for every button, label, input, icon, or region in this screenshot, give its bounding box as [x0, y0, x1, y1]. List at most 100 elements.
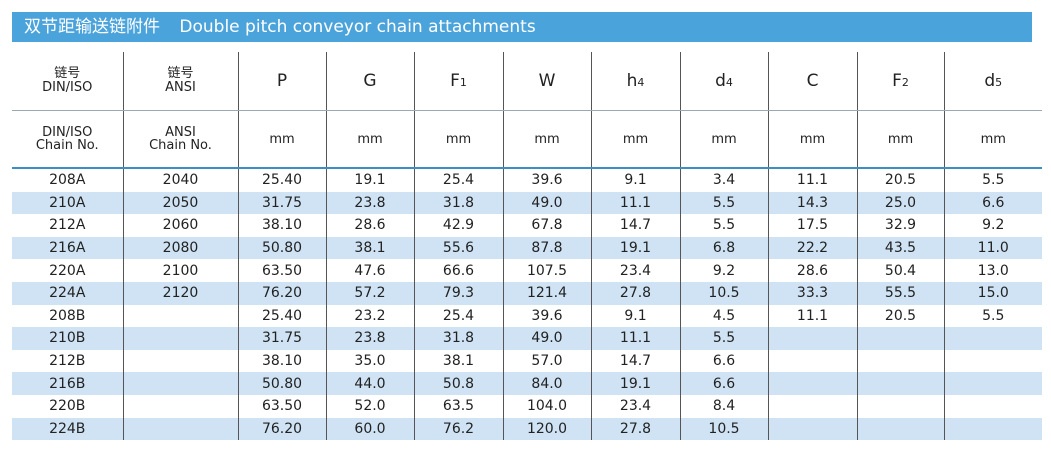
- table-cell: [943, 327, 1042, 350]
- table-cell: [856, 372, 944, 395]
- table-cell: 2060: [122, 214, 238, 237]
- table-cell: 63.50: [237, 259, 326, 282]
- table-cell: [767, 327, 857, 350]
- table-cell: 3.4: [679, 168, 768, 192]
- table-cell: 210B: [12, 327, 123, 350]
- table-row: 208A 2040 25.40 19.1 25.4 39.6 9.1 3.4 11.1 20.5 5…: [12, 168, 1042, 192]
- table-cell: 224A: [12, 281, 123, 305]
- table-cell: 52.0: [325, 394, 414, 418]
- header-c: C: [767, 52, 857, 111]
- table-cell: 25.4: [413, 168, 503, 192]
- title-zh: 双节距输送链附件: [24, 17, 160, 37]
- header-h4: h4: [590, 52, 680, 111]
- table-cell: 49.0: [502, 327, 591, 350]
- table-row: 210B 31.75 23.8 31.8 49.0 11.1 5.5: [12, 327, 1042, 350]
- table-row: 212A 2060 38.10 28.6 42.9 67.8 14.7 5.5 17.5 32.9…: [12, 214, 1042, 237]
- table-cell: 5.5: [679, 214, 768, 237]
- table-cell: [943, 372, 1042, 395]
- table-cell: 31.8: [413, 191, 503, 215]
- header-f2: F2: [856, 52, 944, 111]
- table-cell: 76.2: [413, 417, 503, 441]
- table-cell: 9.1: [590, 168, 680, 192]
- table-cell: 19.1: [590, 372, 680, 395]
- table-cell: 32.9: [856, 214, 944, 237]
- table-cell: 76.20: [237, 281, 326, 305]
- table-cell: 84.0: [502, 372, 591, 395]
- unit-ansi: ANSI Chain No.: [122, 110, 238, 169]
- table-cell: 14.7: [590, 214, 680, 237]
- header-p: P: [237, 52, 326, 111]
- table-cell: 79.3: [413, 281, 503, 305]
- table-cell: 208A: [49, 172, 86, 189]
- table-cell: [943, 394, 1042, 418]
- table-cell: 38.1: [325, 236, 414, 260]
- table-cell: [122, 417, 238, 441]
- table-cell: 210A: [12, 191, 123, 215]
- table-cell: 25.40: [237, 304, 326, 328]
- table-cell: 107.5: [502, 259, 591, 282]
- table-cell: 25.4: [413, 304, 503, 328]
- table-cell: 8.4: [679, 394, 768, 418]
- table-row: 220B 63.50 52.0 63.5 104.0 23.4 8.4: [12, 394, 1042, 418]
- table-cell: 22.2: [767, 236, 857, 260]
- table-cell: 31.75: [237, 327, 326, 350]
- table-cell: 38.10: [237, 349, 326, 373]
- table-cell: 57.2: [325, 281, 414, 305]
- table-cell: 50.80: [237, 236, 326, 260]
- header-g: G: [325, 52, 414, 111]
- table-cell: [767, 394, 857, 418]
- table-cell: 4.5: [679, 304, 768, 328]
- unit-cell: mm: [943, 110, 1042, 169]
- table-cell: 14.3: [767, 191, 857, 215]
- table-cell: 2100: [122, 259, 238, 282]
- table-cell: [122, 394, 238, 418]
- table-cell: 19.1: [325, 168, 414, 192]
- table-cell: 23.2: [325, 304, 414, 328]
- table-cell: 15.0: [943, 281, 1042, 305]
- table-cell: 11.1: [590, 327, 680, 350]
- table-cell: 220A: [49, 262, 86, 279]
- unit-cell: mm: [237, 110, 326, 169]
- table-cell: 23.8: [325, 327, 414, 350]
- table-cell: [856, 349, 944, 373]
- table-cell: [122, 327, 238, 350]
- table-cell: 11.1: [767, 304, 857, 328]
- table-cell: [122, 349, 238, 373]
- table-cell: [856, 417, 944, 441]
- table-cell: 9.2: [943, 214, 1042, 237]
- table-cell: 20.5: [856, 168, 944, 192]
- table-cell: 11.0: [943, 236, 1042, 260]
- table-cell: 31.75: [237, 191, 326, 215]
- table-row: 224A 2120 76.20 57.2 79.3 121.4 27.8 10.5 33.3 55…: [12, 281, 1042, 305]
- table-cell: 60.0: [325, 417, 414, 441]
- table-cell: 212B: [49, 353, 86, 370]
- table-cell: 17.5: [767, 214, 857, 237]
- unit-cell: mm: [679, 110, 768, 169]
- header-din-iso: 链号 DIN/ISO: [12, 52, 123, 111]
- table-cell: 28.6: [325, 214, 414, 237]
- table-cell: 2080: [122, 236, 238, 260]
- table-cell: 42.9: [413, 214, 503, 237]
- header-row-units: DIN/ISO Chain No. ANSI Chain No. mm mm m…: [12, 110, 1042, 169]
- table-row: 212B 38.10 35.0 38.1 57.0 14.7 6.6: [12, 349, 1042, 373]
- header-d5: d5: [943, 52, 1042, 111]
- table-cell: 5.5: [943, 168, 1042, 192]
- table-cell: 2050: [122, 191, 238, 215]
- table-cell: 212A: [49, 217, 86, 234]
- table-cell: 63.50: [237, 394, 326, 418]
- unit-din-iso: DIN/ISO Chain No.: [12, 110, 123, 169]
- table-cell: 25.40: [237, 168, 326, 192]
- table-cell: 76.20: [237, 417, 326, 441]
- table-cell: 6.6: [943, 191, 1042, 215]
- header-row-symbols: 链号 DIN/ISO 链号 ANSI P G F1 W h4 d4 C F2 d…: [12, 52, 1042, 111]
- table-cell: 2120: [122, 281, 238, 305]
- table-cell: 216A: [12, 236, 123, 260]
- table-cell: 50.4: [856, 259, 944, 282]
- table-cell: 11.1: [590, 191, 680, 215]
- table-cell: 9.1: [590, 304, 680, 328]
- table-cell: 14.7: [590, 349, 680, 373]
- table-cell: 35.0: [325, 349, 414, 373]
- table-cell: 49.0: [502, 191, 591, 215]
- table-cell: 104.0: [502, 394, 591, 418]
- table-cell: 50.8: [413, 372, 503, 395]
